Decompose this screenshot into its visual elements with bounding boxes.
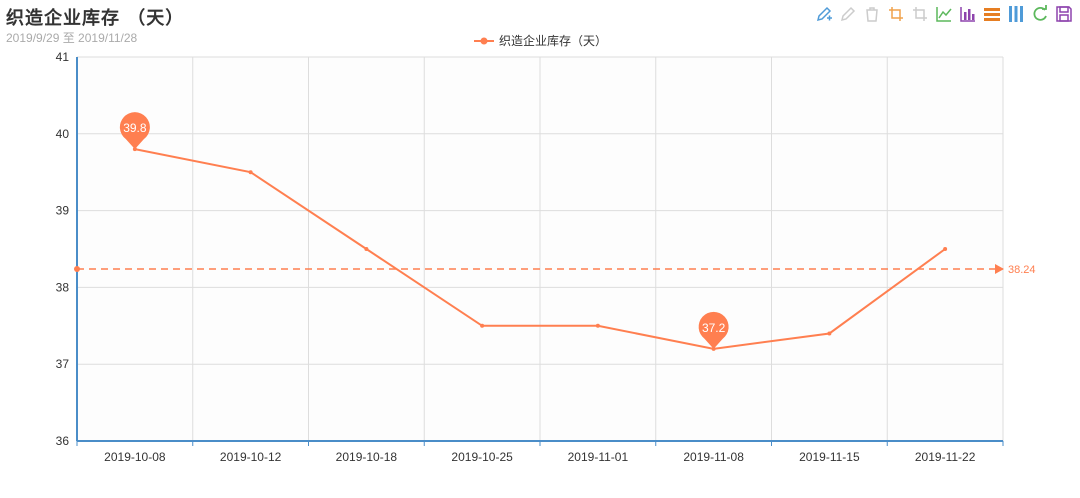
data-point[interactable] bbox=[480, 323, 485, 328]
x-tick-label: 2019-11-01 bbox=[568, 450, 629, 464]
mark-line-arrow-icon bbox=[995, 263, 1004, 274]
data-point[interactable] bbox=[827, 331, 832, 336]
mark-undo-icon[interactable] bbox=[838, 4, 858, 24]
mark-point-pin bbox=[119, 112, 150, 150]
mark-clear-icon[interactable] bbox=[862, 4, 882, 24]
line-chart-icon[interactable] bbox=[934, 4, 954, 24]
restore-icon[interactable] bbox=[1030, 4, 1050, 24]
toolbox bbox=[814, 4, 1074, 24]
legend-label: 织造企业库存（天） bbox=[499, 34, 608, 48]
legend-item[interactable]: 织造企业库存（天） bbox=[473, 32, 607, 49]
y-tick-label: 41 bbox=[56, 50, 70, 64]
y-tick-label: 40 bbox=[56, 127, 70, 141]
data-point[interactable] bbox=[364, 247, 369, 251]
y-tick-label: 36 bbox=[56, 434, 70, 448]
bar-chart-icon[interactable] bbox=[958, 4, 978, 24]
data-point[interactable] bbox=[943, 247, 948, 251]
chart-subtitle: 2019/9/29 至 2019/11/28 bbox=[6, 31, 138, 45]
data-point[interactable] bbox=[248, 170, 253, 175]
y-tick-label: 39 bbox=[56, 204, 70, 218]
stack-icon[interactable] bbox=[982, 4, 1002, 24]
save-image-icon[interactable] bbox=[1054, 4, 1074, 24]
mark-point-label: 37.2 bbox=[702, 321, 726, 335]
mark-line-label: 38.24 bbox=[1008, 264, 1036, 276]
data-point[interactable] bbox=[595, 323, 600, 328]
x-tick-label: 2019-11-08 bbox=[683, 450, 744, 464]
y-tick-label: 38 bbox=[56, 280, 70, 294]
x-tick-label: 2019-10-12 bbox=[220, 450, 282, 464]
series-line bbox=[134, 148, 946, 350]
data-zoom-reset-icon[interactable] bbox=[910, 4, 930, 24]
x-tick-label: 2019-10-25 bbox=[451, 450, 513, 464]
x-tick-label: 2019-10-18 bbox=[336, 450, 398, 464]
x-tick-label: 2019-11-15 bbox=[799, 450, 860, 464]
data-zoom-icon[interactable] bbox=[886, 4, 906, 24]
x-tick-label: 2019-11-22 bbox=[915, 450, 976, 464]
y-tick-label: 37 bbox=[56, 357, 70, 371]
tiled-icon[interactable] bbox=[1006, 4, 1026, 24]
mark-point-label: 39.8 bbox=[123, 121, 147, 135]
mark-line-start-dot bbox=[74, 265, 80, 272]
x-tick-label: 2019-10-08 bbox=[104, 450, 166, 464]
mark-point-pin bbox=[698, 311, 729, 349]
chart-title: 织造企业库存 （天） bbox=[6, 8, 185, 29]
mark-pen-icon[interactable] bbox=[814, 4, 834, 24]
legend-line-marker-icon bbox=[474, 37, 494, 44]
